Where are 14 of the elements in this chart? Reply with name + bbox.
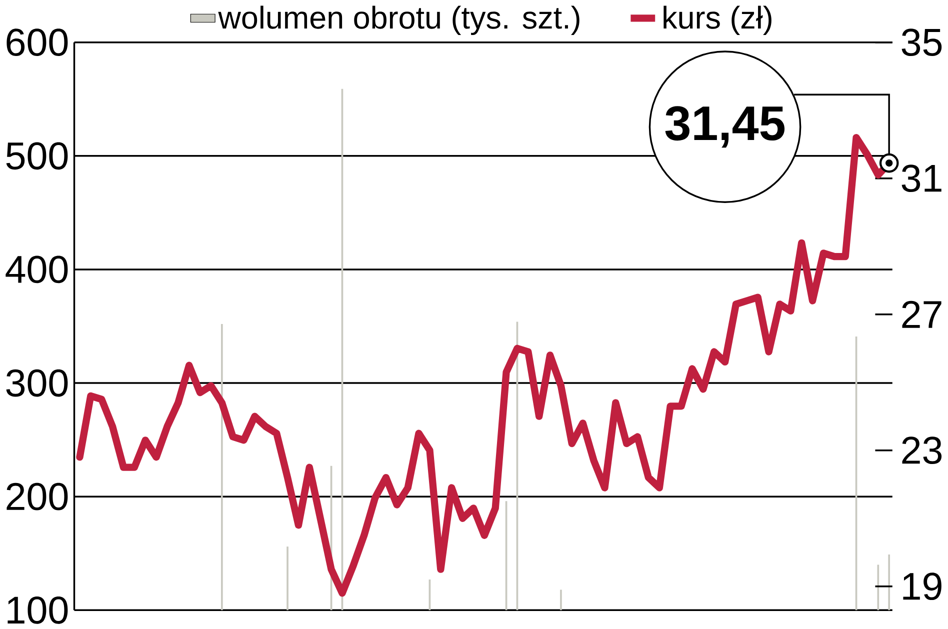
y2-tick-label: 35 [902,28,942,56]
y-tick-label: 400 [6,256,68,284]
legend-label: kurs (zł) [664,6,772,36]
legend-label: wolumen obrotu (tys. szt.) [218,6,580,36]
y2-tick-label: 19 [903,572,942,600]
y-tick-label: 500 [6,142,68,170]
annotation: 31,45 [665,106,784,148]
y2-tick-label: 27 [902,301,942,328]
y-tick-label: 200 [6,483,68,510]
y-tick-label: 100 [8,596,68,624]
y2-tick-label: 23 [902,436,942,464]
y-tick-label: 300 [6,370,68,397]
y2-tick-label: 31 [902,164,942,192]
y-tick-label: 600 [6,28,68,56]
